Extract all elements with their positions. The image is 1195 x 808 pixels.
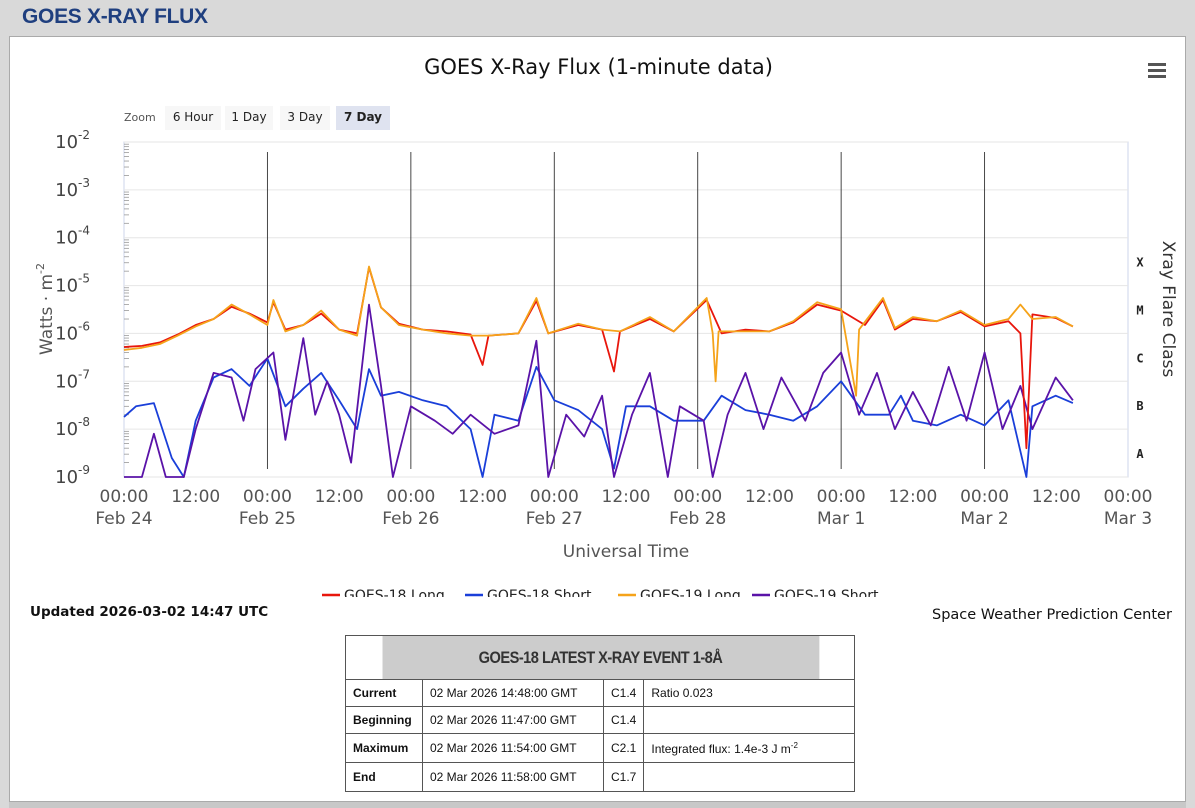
page-header: GOES X-RAY FLUX (0, 0, 1195, 36)
x-tick-label-date: Feb 26 (382, 509, 439, 529)
x-tick-label-time: 12:00 (888, 487, 937, 507)
x-tick-label-time: 12:00 (315, 487, 364, 507)
event-class: C1.4 (602, 706, 645, 734)
x-tick-label-time: 00:00 (243, 487, 292, 507)
zoom-3-day-button[interactable]: 3 Day (280, 106, 330, 130)
y2-axis-title: Xray Flare Class (1158, 241, 1178, 378)
zoom-1-day-button[interactable]: 1 Day (225, 106, 273, 130)
y-tick-label: 10-6 (55, 319, 90, 344)
zoom-label: Zoom (124, 111, 156, 124)
flare-class-label-b: B (1136, 399, 1143, 413)
legend-item-goes-19-long: GOES-19 Long (640, 588, 741, 597)
event-extra (643, 706, 855, 734)
event-time: 02 Mar 2026 11:47:00 GMT (422, 706, 604, 734)
event-extra-flux: Integrated flux: 1.4e-3 J m-2 (643, 733, 855, 763)
x-tick-label-date: Mar 3 (1104, 509, 1152, 529)
event-class: C1.7 (602, 762, 645, 792)
event-class: C1.4 (602, 679, 645, 707)
x-tick-label-time: 12:00 (458, 487, 507, 507)
y-tick-label: 10-3 (55, 176, 90, 201)
legend-item-goes-19-short: GOES-19 Short (774, 588, 879, 597)
x-tick-label-date: Feb 27 (526, 509, 583, 529)
x-tick-label-date: Feb 24 (95, 509, 152, 529)
x-tick-label-time: 00:00 (960, 487, 1009, 507)
plot-area (123, 141, 1129, 478)
flare-class-label-x: X (1136, 256, 1144, 270)
y-tick-label: 10-9 (55, 463, 90, 488)
y-axis-title: Watts · m-2 (34, 263, 57, 355)
event-extra: Ratio 0.023 (643, 679, 855, 707)
flare-class-label-a: A (1136, 447, 1144, 461)
row-label-end: End (345, 762, 423, 792)
x-tick-label-date: Mar 2 (960, 509, 1008, 529)
event-time: 02 Mar 2026 11:58:00 GMT (422, 762, 604, 792)
swpc-credit: Space Weather Prediction Center (932, 607, 1172, 623)
updated-timestamp: Updated 2026-03-02 14:47 UTC (30, 604, 269, 620)
event-extra (643, 762, 855, 792)
flare-class-label-c: C (1136, 351, 1143, 365)
x-tick-label-time: 12:00 (171, 487, 220, 507)
table-row: Beginning 02 Mar 2026 11:47:00 GMT C1.4 (345, 706, 855, 734)
y-tick-label: 10-7 (55, 367, 90, 392)
x-tick-label-time: 00:00 (386, 487, 435, 507)
event-class: C2.1 (602, 733, 645, 763)
hamburger-menu-icon[interactable] (1148, 63, 1166, 78)
x-tick-label-time: 00:00 (1104, 487, 1153, 507)
integrated-flux-text: Integrated flux: 1.4e-3 J m (651, 741, 791, 756)
x-tick-label-time: 00:00 (100, 487, 149, 507)
legend-item-goes-18-short: GOES-18 Short (487, 588, 592, 597)
chart-panel: GOES X-Ray Flux (1-minute data) Zoom 6 H… (9, 36, 1186, 802)
x-tick-label-time: 00:00 (530, 487, 579, 507)
x-tick-label-time: 00:00 (817, 487, 866, 507)
xray-event-table: GOES-18 LATEST X-RAY EVENT 1-8Å Current … (345, 635, 855, 792)
page-title: GOES X-RAY FLUX (22, 5, 208, 28)
event-time: 02 Mar 2026 11:54:00 GMT (422, 733, 604, 763)
x-tick-label-time: 12:00 (745, 487, 794, 507)
event-time: 02 Mar 2026 14:48:00 GMT (422, 679, 604, 707)
y-tick-label: 10-4 (55, 224, 90, 249)
legend-item-goes-18-long: GOES-18 Long (344, 588, 445, 597)
x-tick-label-time: 12:00 (1032, 487, 1081, 507)
x-tick-label-date: Mar 1 (817, 509, 865, 529)
flare-class-label-m: M (1136, 304, 1143, 318)
bottom-scrollbar-strip[interactable] (9, 802, 1186, 808)
series-line-goes-18-short (123, 357, 1074, 478)
zoom-6-hour-button[interactable]: 6 Hour (165, 106, 221, 130)
event-table-title: GOES-18 LATEST X-RAY EVENT 1-8Å (380, 635, 820, 680)
table-row: End 02 Mar 2026 11:58:00 GMT C1.7 (345, 762, 855, 792)
series-line-goes-19-long (123, 265, 1074, 397)
x-tick-label-time: 12:00 (602, 487, 651, 507)
y-tick-label: 10-8 (55, 415, 90, 440)
x-axis-title: Universal Time (563, 542, 689, 562)
zoom-7-day-button[interactable]: 7 Day (336, 106, 390, 130)
row-label-maximum: Maximum (345, 733, 423, 763)
row-label-beginning: Beginning (345, 706, 423, 734)
series-line-goes-19-short (124, 303, 1074, 478)
xray-flux-chart: 10-210-310-410-510-610-710-810-900:00Feb… (34, 128, 1178, 597)
x-tick-label-date: Feb 25 (239, 509, 296, 529)
x-tick-label-date: Feb 28 (669, 509, 726, 529)
integrated-flux-unit-exponent: -2 (790, 740, 798, 750)
y-tick-label: 10-2 (55, 128, 90, 153)
row-label-current: Current (345, 679, 423, 707)
x-tick-label-time: 00:00 (673, 487, 722, 507)
chart-title: GOES X-Ray Flux (1-minute data) (424, 55, 773, 79)
table-row: Maximum 02 Mar 2026 11:54:00 GMT C2.1 In… (345, 733, 855, 763)
table-row: Current 02 Mar 2026 14:48:00 GMT C1.4 Ra… (345, 679, 855, 707)
y-tick-label: 10-5 (55, 272, 90, 297)
